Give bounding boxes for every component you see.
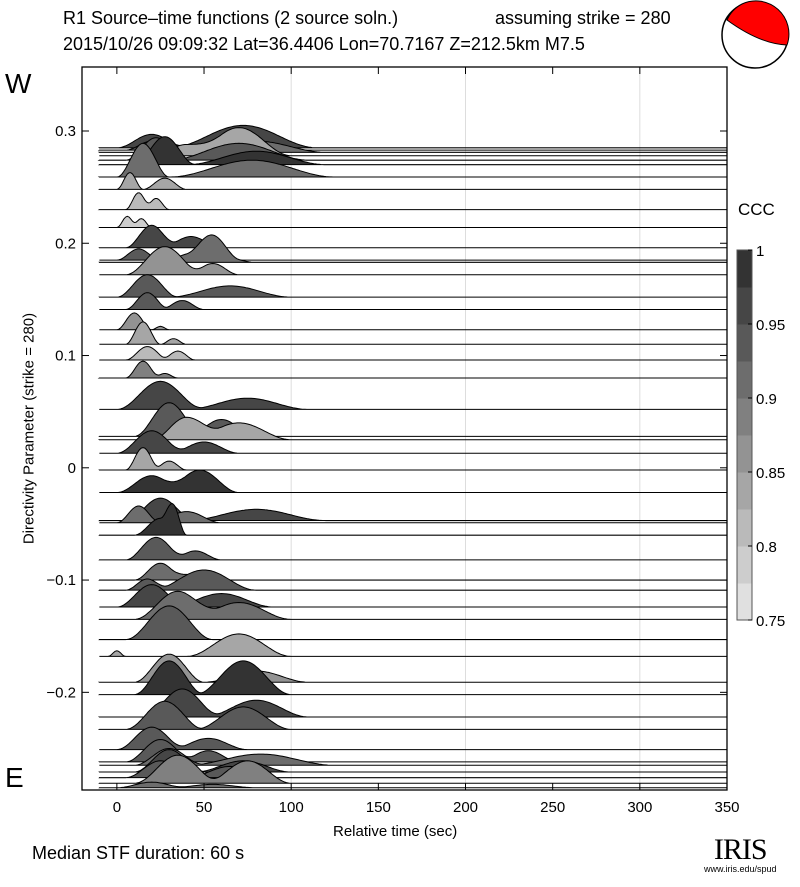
stf-trace	[98, 172, 728, 190]
stf-trace	[98, 274, 728, 298]
colorbar-tick-label: 0.75	[756, 613, 785, 630]
stf-trace	[99, 346, 728, 361]
stf-trace	[99, 312, 728, 331]
y-axis-label: Directivity Parameter (strike = 280)	[20, 312, 38, 545]
y-tick-label: 0.2	[55, 235, 76, 252]
colorbar-step	[737, 509, 752, 547]
x-tick-label: 100	[279, 799, 304, 816]
colorbar-step	[737, 435, 752, 473]
stf-trace	[98, 569, 728, 591]
colorbar-step	[737, 472, 752, 510]
stf-trace	[97, 142, 728, 178]
figure-title: R1 Source–time functions (2 source soln.…	[63, 8, 399, 28]
strike-note: assuming strike = 280	[495, 8, 671, 28]
stf-trace	[99, 430, 728, 454]
colorbar-step	[737, 546, 752, 584]
colorbar-tick-label: 0.95	[756, 317, 785, 334]
stf-trace	[99, 633, 728, 657]
stf-trace	[98, 536, 728, 561]
colorbar-step	[737, 398, 752, 436]
stf-trace	[99, 380, 728, 410]
iris-logo-text: IRIS	[713, 833, 768, 866]
x-axis-label: Relative time (sec)	[333, 823, 458, 840]
y-tick-label: 0	[68, 460, 76, 477]
colorbar-step	[737, 287, 752, 325]
stf-trace	[97, 688, 728, 718]
colorbar-step	[737, 324, 752, 362]
stf-trace	[98, 215, 728, 229]
stf-trace	[98, 447, 728, 471]
stf-trace	[99, 246, 728, 276]
x-tick-label: 200	[453, 799, 478, 816]
x-tick-label: 250	[540, 799, 565, 816]
stf-trace	[98, 503, 728, 536]
colorbar-tick-label: 0.85	[756, 465, 785, 482]
y-tick-label: 0.3	[55, 123, 76, 140]
y-tick-label: −0.1	[46, 572, 76, 589]
x-tick-label: 0	[113, 799, 121, 816]
stf-trace	[99, 469, 728, 493]
stf-trace	[98, 224, 728, 249]
stf-trace	[97, 700, 728, 730]
beachball-icon	[721, 0, 790, 69]
stf-trace	[99, 292, 728, 310]
y-tick-label: 0.1	[55, 348, 76, 365]
y-tick-label: −0.2	[46, 684, 76, 701]
stf-trace	[99, 747, 728, 766]
east-label: E	[5, 762, 24, 793]
colorbar-tick-label: 1	[756, 243, 764, 260]
colorbar-step	[737, 250, 752, 288]
stf-trace	[99, 726, 728, 751]
stf-trace	[98, 234, 728, 263]
colorbar-frame	[736, 249, 753, 621]
event-info: 2015/10/26 09:09:32 Lat=36.4406 Lon=70.7…	[63, 34, 585, 54]
iris-url-link[interactable]: www.iris.edu/spud	[704, 864, 777, 874]
stf-trace	[97, 192, 728, 211]
colorbar-label: CCC	[738, 200, 775, 219]
plot-frame	[81, 66, 728, 791]
stf-trace	[99, 127, 728, 157]
stf-trace	[98, 590, 728, 620]
stf-trace	[98, 605, 728, 641]
x-tick-label: 150	[366, 799, 391, 816]
stf-trace	[97, 360, 728, 379]
x-tick-label: 300	[627, 799, 652, 816]
median-duration: Median STF duration: 60 s	[32, 843, 245, 863]
colorbar-tick-label: 0.8	[756, 539, 777, 556]
colorbar-step	[737, 583, 752, 621]
colorbar-tick-label: 0.9	[756, 391, 777, 408]
stf-trace	[98, 416, 728, 441]
colorbar-step	[737, 361, 752, 399]
stf-trace	[97, 653, 728, 683]
x-tick-label: 50	[196, 799, 213, 816]
stf-trace	[98, 781, 728, 789]
stf-trace	[98, 136, 728, 166]
x-tick-label: 350	[714, 799, 739, 816]
west-label: W	[5, 68, 32, 99]
stf-trace	[99, 321, 727, 345]
iris-logo[interactable]: IRIS www.iris.edu/spud	[704, 833, 777, 875]
stf-trace	[98, 754, 728, 784]
stf-trace	[98, 660, 728, 696]
